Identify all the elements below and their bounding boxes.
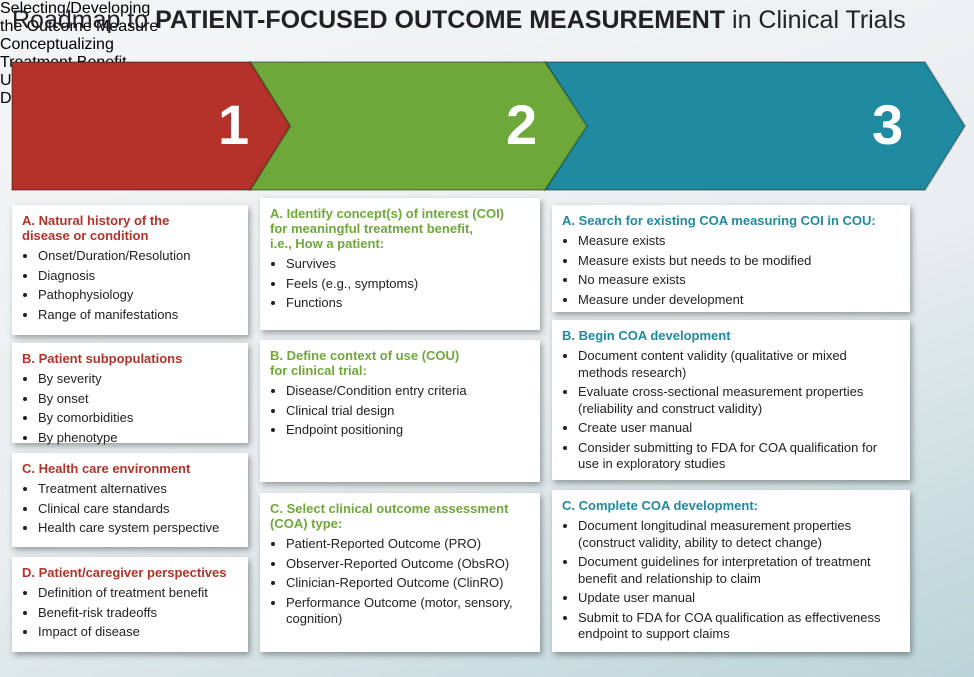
content-box: A. Identify concept(s) of interest (COI)…: [260, 198, 540, 330]
stage-arrow: [11, 61, 292, 191]
heading-line: B. Begin COA development: [562, 328, 731, 343]
content-box: A. Natural history of the disease or cond…: [12, 205, 248, 335]
bullet-item: Clinician-Reported Outcome (ClinRO): [286, 575, 530, 592]
bullet-item: Treatment alternatives: [38, 481, 238, 498]
bullet-item: Update user manual: [578, 590, 900, 607]
heading-line: disease or condition: [22, 228, 149, 243]
bullet-item: Measure exists but needs to be modified: [578, 253, 900, 270]
bullet-item: Feels (e.g., symptoms): [286, 276, 530, 293]
heading-line: B. Define context of use (COU): [270, 348, 460, 363]
box-heading: A. Identify concept(s) of interest (COI)…: [270, 206, 530, 251]
heading-line: C. Select clinical outcome assessment: [270, 501, 509, 516]
bullet-item: By phenotype: [38, 430, 238, 447]
content-box: B. Patient subpopulations By severity By o…: [12, 343, 248, 446]
stage-number: 3: [872, 93, 904, 156]
bullet-item: Document longitudinal measurement proper…: [578, 518, 900, 551]
bullet-list: Survives Feels (e.g., symptoms) Functions: [270, 256, 530, 312]
bullet-item: Survives: [286, 256, 530, 273]
heading-line: (COA) type:: [270, 516, 343, 531]
bullet-item: Create user manual: [578, 420, 900, 437]
content-box: A. Search for existing COA measuring COI…: [552, 205, 910, 312]
heading-line: C. Complete COA development:: [562, 498, 758, 513]
title-suffix: in Clinical Trials: [732, 6, 906, 34]
bullet-item: Disease/Condition entry criteria: [286, 383, 530, 400]
heading-line: i.e., How a patient:: [270, 236, 385, 251]
bullet-item: Evaluate cross-sectional measurement pro…: [578, 384, 900, 417]
bullet-item: Measure under development: [578, 292, 900, 309]
box-heading: C. Complete COA development:: [562, 498, 900, 513]
bullet-item: Observer-Reported Outcome (ObsRO): [286, 556, 530, 573]
bullet-item: Benefit-risk tradeoffs: [38, 605, 238, 622]
bullet-item: Document guidelines for interpretation o…: [578, 554, 900, 587]
bullet-item: Clinical care standards: [38, 501, 238, 518]
content-box: B. Define context of use (COU) for clinic…: [260, 340, 540, 482]
bullet-item: Pathophysiology: [38, 287, 238, 304]
bullet-item: Patient-Reported Outcome (PRO): [286, 536, 530, 553]
bullet-list: Treatment alternatives Clinical care stan…: [22, 481, 238, 537]
content-box: C. Select clinical outcome assessment (CO…: [260, 493, 540, 652]
bullet-list: By severity By onset By comorbidities By ph…: [22, 371, 238, 446]
box-heading: B. Begin COA development: [562, 328, 900, 343]
bullet-item: By severity: [38, 371, 238, 388]
stage-label-line: Selecting/Developing: [0, 0, 151, 17]
bullet-item: Endpoint positioning: [286, 422, 530, 439]
heading-line: D. Patient/caregiver perspectives: [22, 565, 227, 580]
stage-label-line: Conceptualizing: [0, 36, 114, 53]
box-heading: B. Define context of use (COU) for clinic…: [270, 348, 530, 378]
bullet-list: Onset/Duration/Resolution Diagnosis Pathop…: [22, 248, 238, 323]
bullet-item: Measure exists: [578, 233, 900, 250]
stage-number: 2: [506, 93, 538, 156]
heading-line: B. Patient subpopulations: [22, 351, 183, 366]
heading-line: for clinical trial:: [270, 363, 367, 378]
stage-label-line: the Outcome Measure: [0, 18, 159, 35]
box-heading: D. Patient/caregiver perspectives: [22, 565, 238, 580]
content-box: C. Complete COA development: Document lon…: [552, 490, 910, 652]
bullet-item: Consider submitting to FDA for COA quali…: [578, 440, 900, 473]
box-heading: C. Select clinical outcome assessment (CO…: [270, 501, 530, 531]
bullet-list: Measure exists Measure exists but needs t…: [562, 233, 900, 308]
heading-line: A. Search for existing COA measuring COI…: [562, 213, 876, 228]
bullet-item: By onset: [38, 391, 238, 408]
box-heading: C. Health care environment: [22, 461, 238, 476]
heading-line: C. Health care environment: [22, 461, 191, 476]
bullet-item: Submit to FDA for COA qualification as e…: [578, 610, 900, 643]
bullet-item: By comorbidities: [38, 410, 238, 427]
bullet-list: Definition of treatment benefit Benefit-r…: [22, 585, 238, 641]
title: Roadmap to PATIENT-FOCUSED OUTCOME MEASU…: [12, 6, 906, 35]
content-box: D. Patient/caregiver perspectives Definit…: [12, 557, 248, 652]
bullet-item: Range of manifestations: [38, 307, 238, 324]
bullet-list: Patient-Reported Outcome (PRO) Observer-R…: [270, 536, 530, 628]
bullet-item: Clinical trial design: [286, 403, 530, 420]
heading-line: A. Identify concept(s) of interest (COI): [270, 206, 505, 221]
bullet-item: No measure exists: [578, 272, 900, 289]
bullet-item: Definition of treatment benefit: [38, 585, 238, 602]
bullet-item: Diagnosis: [38, 268, 238, 285]
heading-line: for meaningful treatment benefit,: [270, 221, 473, 236]
arrows: [11, 61, 967, 191]
title-prefix: Roadmap to: [12, 6, 149, 34]
content-box: B. Begin COA development Document content…: [552, 320, 910, 480]
bullet-item: Onset/Duration/Resolution: [38, 248, 238, 265]
bullet-item: Functions: [286, 295, 530, 312]
heading-line: A. Natural history of the: [22, 213, 170, 228]
bullet-item: Impact of disease: [38, 624, 238, 641]
title-main: PATIENT-FOCUSED OUTCOME MEASUREMENT: [155, 6, 726, 34]
box-heading: B. Patient subpopulations: [22, 351, 238, 366]
box-heading: A. Natural history of the disease or cond…: [22, 213, 238, 243]
bullet-list: Disease/Condition entry criteria Clinical…: [270, 383, 530, 439]
bullet-list: Document longitudinal measurement proper…: [562, 518, 900, 643]
box-heading: A. Search for existing COA measuring COI…: [562, 213, 900, 228]
bullet-list: Document content validity (qualitative o…: [562, 348, 900, 473]
stage-label: Selecting/Developing the Outcome Measure: [0, 0, 974, 36]
bullet-item: Health care system perspective: [38, 520, 238, 537]
bullet-item: Performance Outcome (motor, sensory, cog…: [286, 595, 530, 628]
bullet-item: Document content validity (qualitative o…: [578, 348, 900, 381]
stage-number: 1: [218, 93, 250, 156]
content-box: C. Health care environment Treatment alte…: [12, 453, 248, 547]
